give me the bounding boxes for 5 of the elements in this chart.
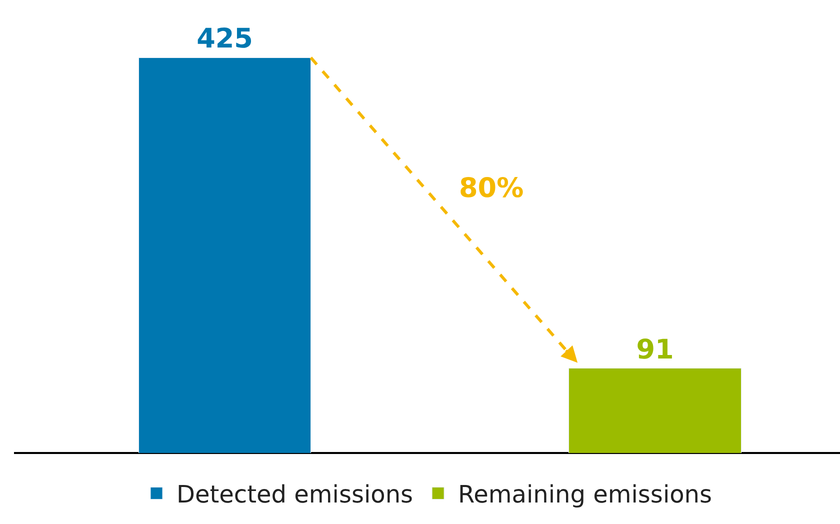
- legend-label: Remaining emissions: [458, 480, 712, 509]
- data-label: 425: [196, 24, 253, 55]
- annotation: 80%: [459, 173, 524, 204]
- data-label: 91: [636, 334, 674, 366]
- legend-label: Detected emissions: [176, 480, 414, 509]
